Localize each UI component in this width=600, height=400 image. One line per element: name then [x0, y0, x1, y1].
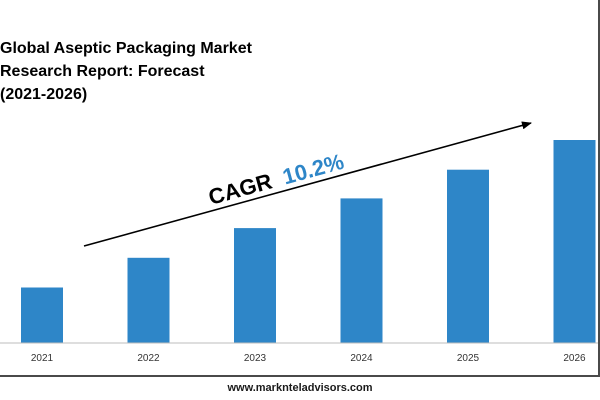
cagr-trend-arrow [83, 121, 532, 247]
x-tick-label-2026: 2026 [563, 353, 586, 364]
x-tick-label-2021: 2021 [31, 353, 54, 364]
x-tick-labels: 2021 2022 2023 2024 2025 2026 [31, 353, 586, 364]
bar-2023 [234, 228, 276, 343]
frame-border [598, 0, 600, 375]
chart-title: Global Aseptic Packaging Market Research… [0, 37, 320, 106]
bar-2022 [127, 257, 170, 343]
x-tick-label-2024: 2024 [350, 353, 373, 364]
x-tick-label-2025: 2025 [457, 353, 480, 364]
website-link[interactable]: www.marknteladvisors.com [227, 382, 373, 394]
title-line-2: Research Report: Forecast [0, 63, 205, 80]
x-tick-label-2022: 2022 [137, 353, 160, 364]
bar-2024 [340, 198, 383, 343]
title-line-1: Global Aseptic Packaging Market [0, 40, 252, 57]
footer-bar: www.marknteladvisors.com [0, 375, 600, 400]
bar-2026 [553, 140, 596, 343]
bar-2021 [21, 287, 63, 343]
title-line-3: (2021-2026) [0, 86, 88, 103]
bar-2025 [447, 169, 489, 343]
x-tick-label-2023: 2023 [244, 353, 267, 364]
bars-layer [21, 140, 596, 343]
